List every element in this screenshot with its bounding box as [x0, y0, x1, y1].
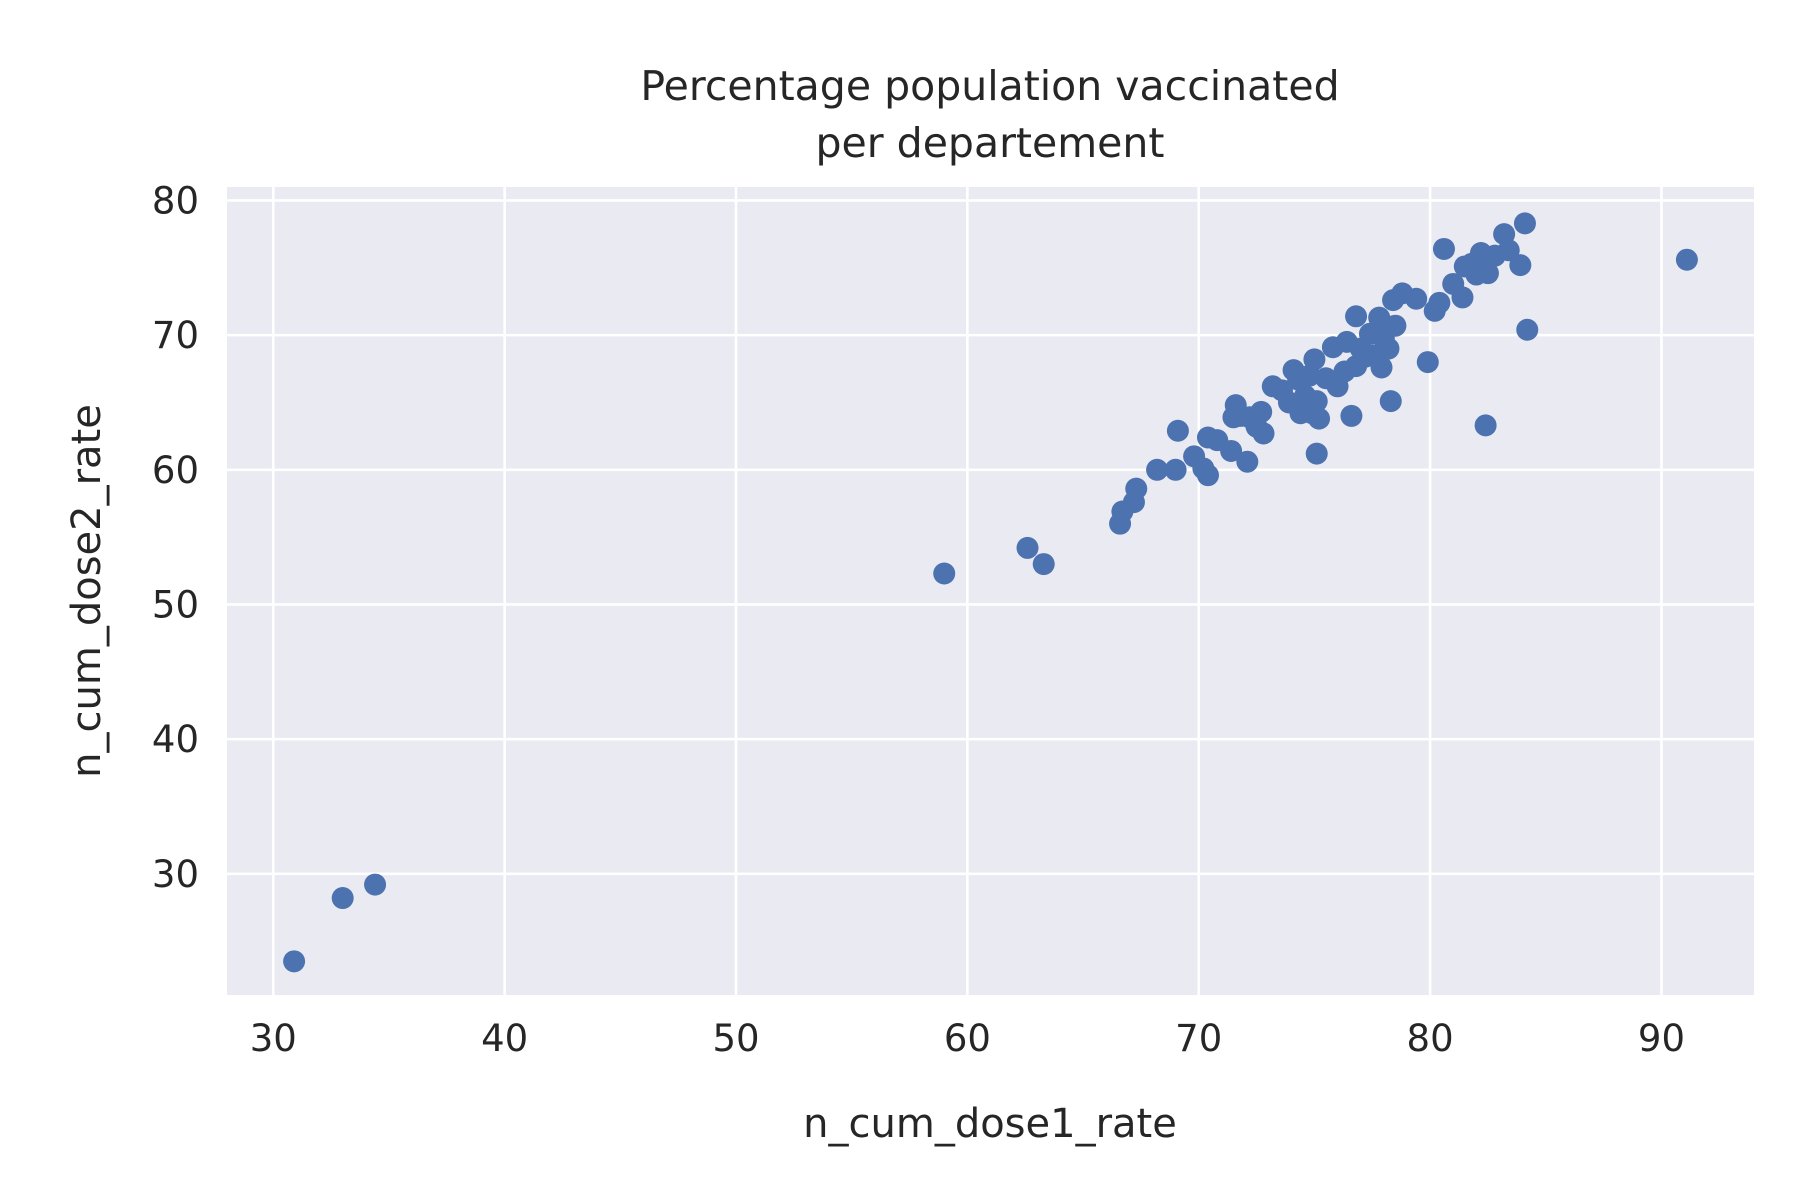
scatter-point — [1474, 414, 1497, 437]
scatter-point — [331, 887, 354, 910]
scatter-point — [1432, 237, 1455, 260]
scatter-point — [1032, 553, 1055, 576]
scatter-point — [1513, 212, 1536, 235]
x-tick-label: 70 — [1175, 1017, 1222, 1060]
y-tick-label: 50 — [152, 583, 199, 626]
x-tick-labels: 30 40 50 60 70 80 90 — [250, 1017, 1685, 1060]
scatter-point — [1164, 458, 1187, 481]
x-axis-label: n_cum_dose1_rate — [803, 1101, 1177, 1147]
y-tick-labels: 30 40 50 60 70 80 — [152, 179, 199, 895]
scatter-point — [1368, 306, 1391, 329]
scatter-point — [1384, 314, 1407, 337]
y-axis-label: n_cum_dose2_rate — [64, 404, 110, 778]
x-tick-label: 90 — [1638, 1017, 1685, 1060]
scatter-point — [1379, 390, 1402, 413]
y-tick-label: 70 — [152, 314, 199, 357]
x-tick-label: 60 — [944, 1017, 991, 1060]
x-tick-label: 40 — [481, 1017, 528, 1060]
scatter-point — [1345, 305, 1368, 328]
scatter-point — [1509, 254, 1532, 277]
scatter-point — [283, 950, 306, 973]
y-tick-label: 60 — [152, 449, 199, 492]
scatter-point — [1377, 337, 1400, 360]
y-tick-label: 30 — [152, 853, 199, 896]
x-tick-label: 80 — [1407, 1017, 1454, 1060]
scatter-point — [1146, 458, 1169, 481]
scatter-point — [1675, 248, 1698, 271]
scatter-point — [1125, 477, 1148, 500]
scatter-point — [1308, 407, 1331, 430]
scatter-point — [1428, 291, 1451, 314]
grid-lines — [227, 187, 1754, 995]
scatter-point — [1476, 262, 1499, 285]
y-tick-label: 80 — [152, 179, 199, 222]
scatter-point — [1196, 464, 1219, 487]
scatter-point — [1305, 390, 1328, 413]
scatter-point — [1340, 404, 1363, 427]
scatter-point — [1250, 400, 1273, 423]
chart-title-line-2: per departement — [816, 119, 1165, 167]
scatter-point — [1416, 351, 1439, 374]
scatter-point — [1303, 348, 1326, 371]
x-tick-label: 30 — [250, 1017, 297, 1060]
scatter-point — [1252, 422, 1275, 445]
scatter-point — [1370, 356, 1393, 379]
scatter-point — [1497, 239, 1520, 262]
scatter-point — [933, 562, 956, 585]
chart-title-line-1: Percentage population vaccinated — [640, 62, 1339, 110]
scatter-point — [1016, 536, 1039, 559]
scatter-point — [1236, 450, 1259, 473]
plot-area — [227, 187, 1754, 995]
scatter-point — [1305, 442, 1328, 465]
scatter-point — [364, 873, 387, 896]
scatter-point — [1451, 286, 1474, 309]
scatter-point — [1516, 318, 1539, 341]
data-points — [283, 212, 1698, 973]
scatter-point — [1166, 419, 1189, 442]
scatter-point — [1220, 439, 1243, 462]
scatter-point — [1405, 287, 1428, 310]
x-tick-label: 50 — [712, 1017, 759, 1060]
y-tick-label: 40 — [152, 718, 199, 761]
